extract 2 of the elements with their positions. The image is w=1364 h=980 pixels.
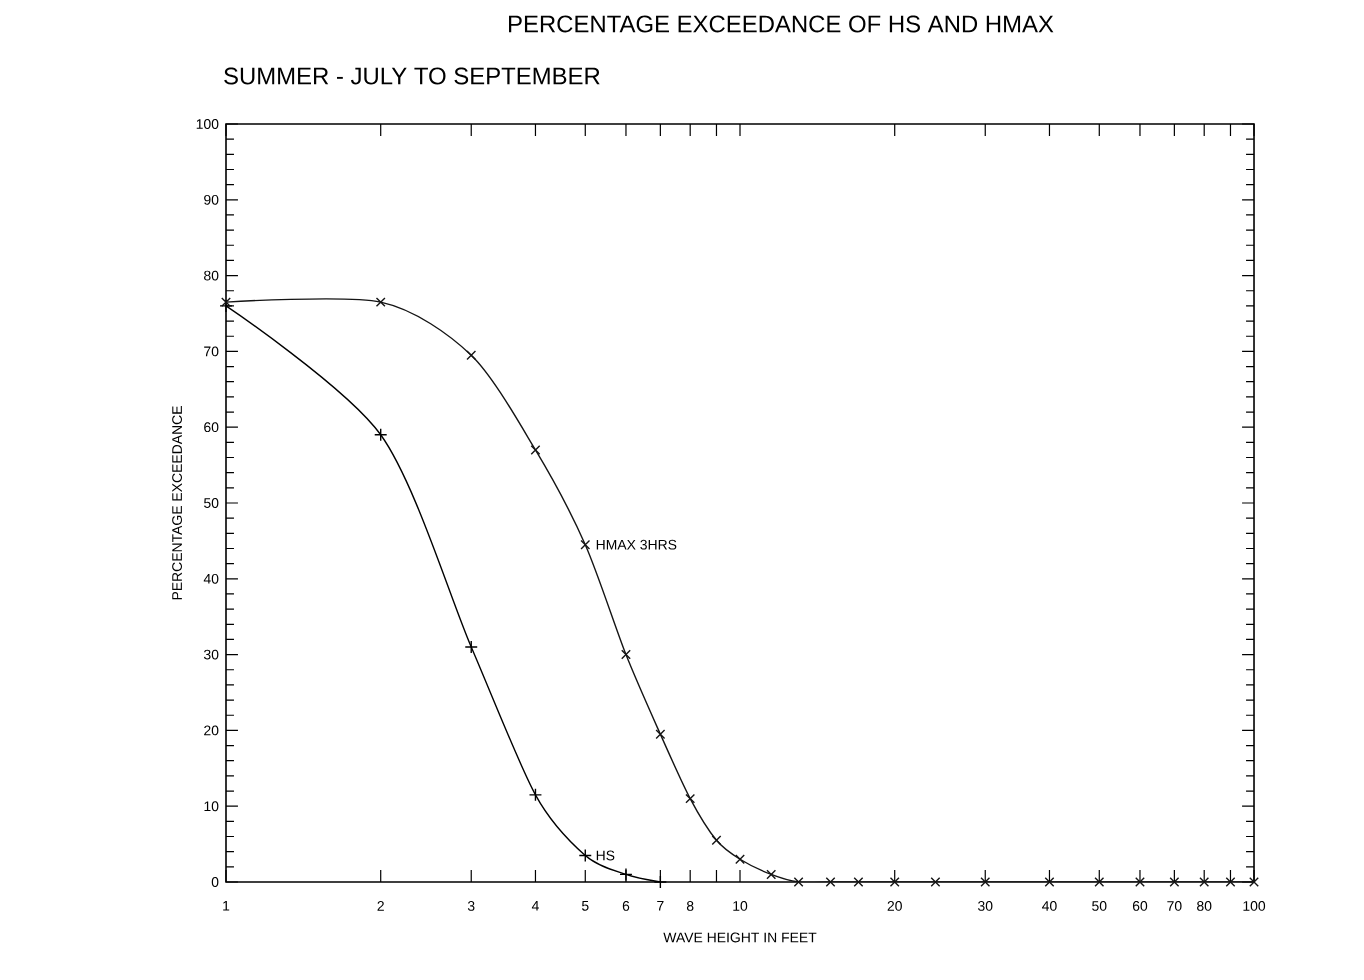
chart-subtitle: SUMMER - JULY TO SEPTEMBER xyxy=(224,67,600,85)
chart-title: PERCENTAGE EXCEEDANCE OF HS AND HMAX xyxy=(509,15,1054,33)
